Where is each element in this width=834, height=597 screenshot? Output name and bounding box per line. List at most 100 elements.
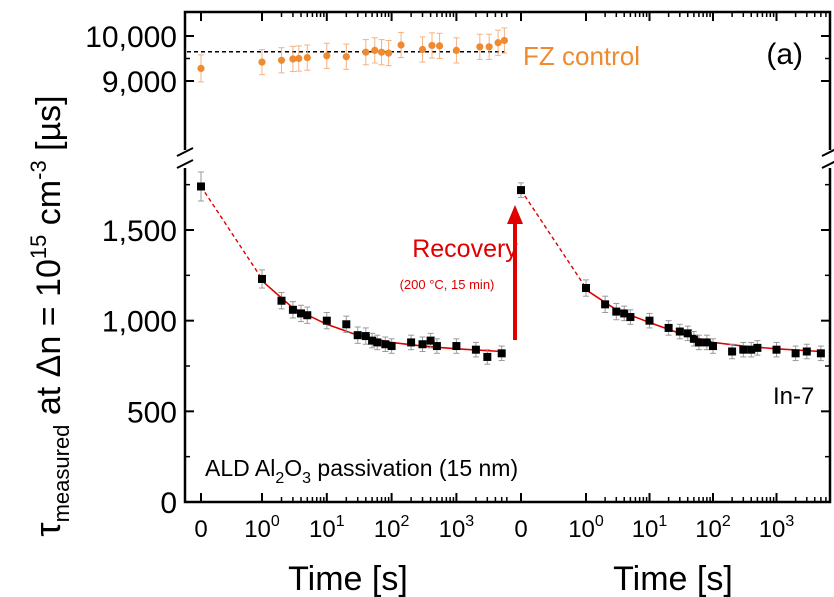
data-point — [739, 345, 748, 354]
sample-label: In-7 — [773, 383, 814, 410]
data-point — [418, 340, 427, 349]
data-point-fz — [397, 41, 405, 49]
data-point — [709, 342, 717, 351]
panel-label: (a) — [766, 38, 803, 71]
data-point — [747, 345, 756, 354]
data-point-fz — [428, 41, 436, 50]
y-tick-label: 1,000 — [102, 306, 177, 339]
recovery-arrow-head — [507, 205, 523, 224]
x-tick-label: 102 — [695, 513, 731, 543]
recovery-detail-label: (200 °C, 15 min) — [400, 277, 495, 292]
data-point — [277, 296, 286, 305]
data-point-fz — [362, 48, 370, 56]
data-point-fz — [494, 39, 502, 47]
data-point-fz — [476, 43, 484, 51]
data-point — [517, 186, 525, 195]
data-point — [626, 313, 635, 322]
x-tick-label: 102 — [374, 513, 410, 543]
data-point-fz — [277, 56, 286, 64]
y-label-sup2: -3 — [26, 160, 51, 180]
data-point — [381, 340, 390, 349]
data-point — [664, 323, 673, 332]
data-point — [683, 329, 692, 338]
y-label-mid: at Δn = 10 — [30, 259, 68, 424]
y-tick-label: 9,000 — [102, 66, 177, 99]
passivation-sub-2: 3 — [302, 470, 311, 487]
data-point — [483, 352, 492, 361]
fz-control-label: FZ control — [523, 41, 640, 71]
axis-break-mark-left — [176, 159, 194, 169]
x-tick-label: 101 — [632, 513, 668, 543]
y-label-tau: τ — [27, 522, 68, 536]
data-point — [620, 309, 629, 318]
data-point — [342, 320, 351, 329]
passivation-text-1: ALD Al — [205, 455, 275, 481]
x-tick-label: 103 — [439, 513, 475, 543]
data-point — [353, 331, 362, 340]
data-point — [772, 345, 781, 354]
data-point — [322, 316, 331, 325]
y-tick-label: 10,000 — [85, 21, 177, 54]
data-point-fz — [452, 46, 460, 55]
data-point — [694, 338, 703, 347]
data-point — [197, 182, 205, 191]
data-point — [258, 274, 266, 283]
data-point-fz — [323, 52, 331, 60]
data-point — [702, 338, 711, 347]
data-point — [816, 349, 825, 358]
data-point-fz — [500, 36, 508, 45]
initial-decay-dash — [520, 189, 587, 289]
data-layer — [187, 27, 825, 365]
data-point — [407, 338, 416, 347]
data-point-fz — [377, 48, 386, 56]
data-point — [432, 342, 441, 351]
initial-decay-dash — [200, 186, 263, 280]
data-point — [368, 336, 377, 345]
data-point — [689, 334, 698, 343]
data-point — [753, 343, 762, 352]
data-point — [675, 327, 684, 336]
y-tick-label: 0 — [160, 487, 177, 520]
data-point — [288, 305, 297, 314]
data-point — [471, 345, 480, 354]
recovery-label: Recovery — [412, 235, 518, 263]
data-point — [297, 309, 306, 318]
data-point — [802, 347, 811, 356]
data-point — [361, 332, 370, 341]
passivation-label: ALD Al2O3 passivation (15 nm) — [205, 455, 518, 487]
data-point — [791, 349, 800, 358]
y-label-tail: [µs] — [30, 95, 68, 160]
data-point — [303, 311, 312, 320]
passivation-text-3: passivation (15 nm) — [311, 455, 518, 481]
data-point-fz — [385, 49, 393, 57]
data-point-fz — [435, 42, 444, 50]
x-axis-label-right: Time [s] — [613, 560, 733, 597]
y-label-sup: 15 — [26, 235, 51, 259]
data-point — [426, 336, 435, 345]
axis-break-mark-right — [821, 160, 834, 169]
x-axis-label-left: Time [s] — [288, 560, 408, 597]
data-point-fz — [342, 53, 350, 61]
x-tick-label: 101 — [309, 513, 345, 543]
data-point-fz — [418, 45, 427, 54]
data-point — [645, 316, 654, 325]
data-point-fz — [371, 46, 379, 55]
data-point-fz — [295, 54, 303, 63]
axis-break-mark-left — [176, 147, 194, 157]
data-point-fz — [485, 43, 493, 51]
data-point — [373, 338, 382, 347]
data-point — [601, 300, 610, 309]
data-point — [728, 347, 737, 356]
data-point-fz — [258, 58, 266, 66]
axes-layer: 0 500 1,000 1,500 9,000 10,000 0 100 101 102 103 0 1… — [85, 10, 834, 543]
passivation-sub-1: 2 — [275, 470, 284, 487]
data-point — [387, 342, 396, 351]
x-tick-label: 0 — [514, 516, 527, 543]
y-tick-label: 500 — [127, 396, 177, 429]
x-tick-label: 100 — [568, 513, 604, 543]
y-tick-label: 1,500 — [102, 215, 177, 248]
label-layer: (a) FZ control Recovery (200 °C, 15 min)… — [26, 38, 814, 597]
axis-break-mark-right — [821, 148, 834, 157]
x-tick-label: 0 — [194, 516, 207, 543]
